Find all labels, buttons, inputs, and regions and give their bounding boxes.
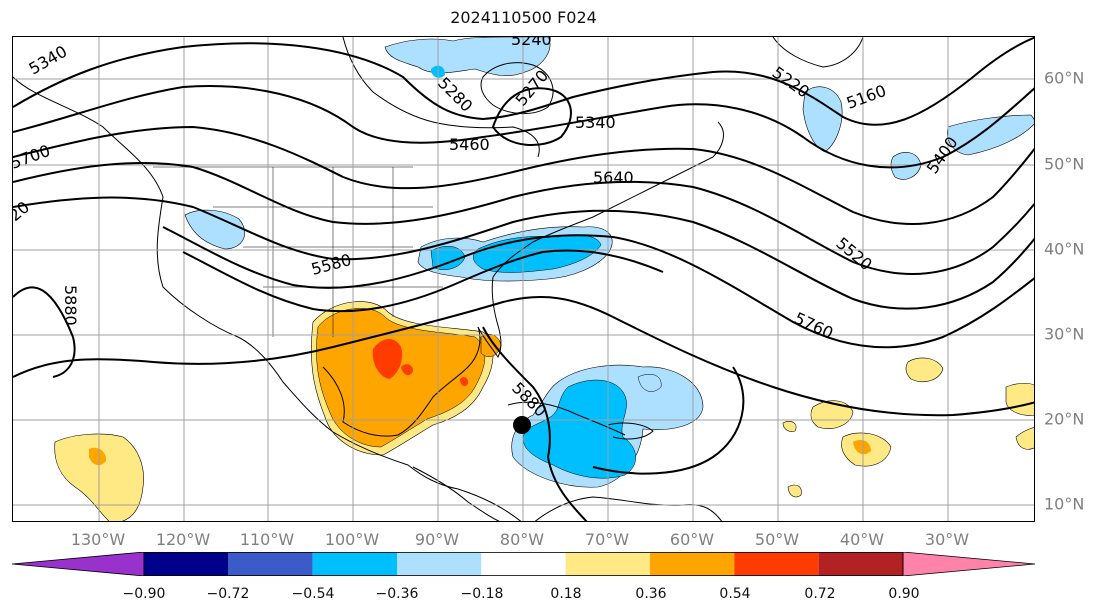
lat-label: 10°N [1044, 494, 1085, 514]
lat-label: 50°N [1044, 154, 1085, 174]
positive-anomaly-atl-3 [905, 357, 944, 382]
contour-line [52, 336, 76, 378]
contour-label: 5880 [61, 285, 80, 326]
contour-label: 5240 [511, 37, 552, 49]
coast-gulf [322, 326, 481, 437]
colorbar-frame [143, 552, 904, 576]
positive-anomaly-pacific-core [89, 447, 107, 466]
negative-anomaly-labrador [384, 37, 551, 77]
lon-label: 30°W [924, 530, 970, 549]
coast-east [492, 121, 724, 278]
colorbar-tick: 0.54 [719, 586, 751, 602]
negative-anomaly-west [184, 209, 245, 250]
colorbar-cell [481, 552, 566, 576]
contour-label: 5160 [844, 81, 889, 113]
contour-line [162, 226, 1034, 349]
positive-anomaly-atl-4 [1005, 382, 1034, 416]
coast-hudson [480, 62, 554, 114]
negative-anomaly-caribbean-hole [637, 374, 662, 392]
positive-anomaly-atl-5 [1015, 427, 1034, 450]
colorbar-cell [650, 552, 735, 576]
colorbar-cell [565, 552, 650, 576]
anomaly-fill-layer [54, 37, 1034, 521]
contour-line [13, 125, 1034, 225]
lon-label: 110°W [239, 530, 295, 549]
contour-line [13, 286, 74, 338]
lon-label: 50°W [754, 530, 800, 549]
coast-central-america [412, 466, 500, 521]
contour-label: 5700 [13, 141, 53, 173]
lat-label: 20°N [1044, 409, 1085, 429]
coast-greenland [772, 37, 864, 68]
contour-line [482, 326, 588, 521]
map-canvas: 5340 5280 5270 5460 5640 5580 5880 5760 … [13, 37, 1034, 521]
contour-line [182, 249, 664, 313]
colorbar-extend-low [12, 552, 145, 576]
negative-anomaly-natl-1 [802, 86, 843, 153]
contour-label: 5760 [791, 308, 836, 342]
positive-anomaly-atl-6 [787, 484, 802, 498]
lat-label: 40°N [1044, 239, 1085, 259]
contour-line [592, 366, 745, 475]
positive-anomaly-atl-7 [782, 421, 797, 432]
colorbar-tick: −0.90 [122, 586, 166, 602]
colorbar-cell [818, 552, 903, 576]
contour-label: 5640 [593, 168, 634, 187]
contour-label: 5340 [26, 42, 71, 79]
lon-label: 80°W [499, 530, 545, 549]
positive-anomaly-atl-1 [810, 400, 854, 429]
colorbar-tick: −0.72 [206, 586, 250, 602]
colorbar-cell [397, 552, 482, 576]
lat-label: 30°N [1044, 324, 1085, 344]
contour-line [491, 87, 572, 146]
contour-line [13, 196, 1034, 310]
contour-line [13, 37, 1034, 126]
storm-center-marker [513, 416, 531, 434]
colorbar-cell [144, 552, 229, 576]
contour-line [13, 296, 1034, 417]
lon-label: 130°W [70, 530, 126, 549]
colorbar-tick: 0.90 [888, 586, 920, 602]
colorbar [12, 552, 1035, 576]
positive-anomaly-gulf-core-small [401, 364, 413, 376]
contour-line [13, 161, 1034, 275]
negative-anomaly-natl-2 [947, 114, 1034, 156]
lon-label: 120°W [155, 530, 211, 549]
colorbar-tick: −0.18 [460, 586, 504, 602]
colorbar-cell [228, 552, 313, 576]
coast-north-america-west [13, 76, 522, 521]
map-panel: 5340 5280 5270 5460 5640 5580 5880 5760 … [12, 36, 1035, 522]
coast-cuba [507, 401, 626, 436]
positive-anomaly-atl-2-core [853, 439, 871, 455]
colorbar-tick: 0.18 [550, 586, 582, 602]
colorbar-cell [312, 552, 397, 576]
map-title: 2024110500 F024 [450, 8, 597, 27]
lon-label: 40°W [839, 530, 885, 549]
coast-south-america [534, 496, 723, 521]
positive-anomaly-gulf-core-small2 [460, 377, 469, 387]
positive-anomaly-gulf-mid [316, 308, 485, 448]
positive-anomaly-gulf-core [372, 338, 403, 379]
contour-label: 5280 [434, 73, 476, 115]
colorbar-tick: −0.54 [291, 586, 335, 602]
colorbar-tick: 0.36 [635, 586, 667, 602]
lon-label: 60°W [669, 530, 715, 549]
lon-label: 90°W [414, 530, 460, 549]
coast-hispaniola [607, 422, 654, 440]
colorbar-cell [734, 552, 819, 576]
colorbar-tick: 0.72 [804, 586, 836, 602]
height-contours [13, 37, 1034, 521]
lon-label: 70°W [584, 530, 630, 549]
colorbar-cells [12, 552, 1035, 576]
contour-line [13, 85, 1034, 169]
colorbar-extend-high [902, 552, 1035, 576]
contour-label: 5580 [309, 250, 353, 279]
colorbar-tick: −0.36 [375, 586, 419, 602]
lat-label: 60°N [1044, 68, 1085, 88]
contour-label: 5340 [575, 113, 616, 132]
lon-label: 100°W [324, 530, 380, 549]
contour-label: 5460 [449, 135, 490, 154]
contour-label: 20 [13, 197, 33, 225]
coast-florida [477, 276, 502, 358]
